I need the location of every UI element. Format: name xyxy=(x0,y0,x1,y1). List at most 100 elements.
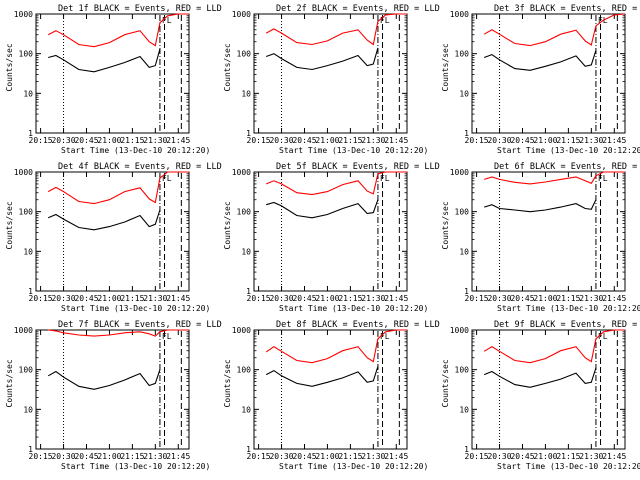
events-series-line xyxy=(266,199,379,219)
detector-panel: Det 3f BLACK = Events, RED = LLD Counts/s… xyxy=(441,4,640,155)
y-tick-label: 10 xyxy=(23,405,33,414)
lld-series-line xyxy=(483,13,626,47)
plot-frame xyxy=(471,329,626,450)
y-axis-label: Counts/sec xyxy=(223,359,232,407)
x-tick-label: 21:45 xyxy=(384,452,408,461)
panel-title: Det 7f BLACK = Events, RED = LLD xyxy=(58,320,222,330)
x-tick-label: 21:30 xyxy=(143,452,167,461)
y-tick-label: 1000 xyxy=(450,10,469,19)
plot-frame xyxy=(35,13,190,134)
x-tick-label: 21:30 xyxy=(579,294,603,303)
detector-panel: Det 1f BLACK = Events, RED = LLD Counts/s… xyxy=(5,4,222,155)
x-axis-label: Start Time (13-Dec-10 20:12:20) xyxy=(61,462,210,471)
x-tick-label: 20:45 xyxy=(292,136,316,145)
x-tick-label: 21:00 xyxy=(315,136,339,145)
x-tick-label: 21:45 xyxy=(166,294,190,303)
x-tick-label: 20:15 xyxy=(29,136,53,145)
events-series-line xyxy=(484,50,597,71)
x-tick-label: 21:30 xyxy=(361,136,385,145)
x-tick-label: 21:00 xyxy=(533,136,557,145)
y-tick-label: 10 xyxy=(241,247,251,256)
events-series-line xyxy=(483,367,597,388)
x-tick-label: 21:45 xyxy=(602,294,626,303)
y-axis-label: Counts/sec xyxy=(223,43,232,91)
x-tick-label: 21:00 xyxy=(97,136,121,145)
lld-series-line xyxy=(48,329,189,337)
y-tick-label: 1000 xyxy=(232,168,251,177)
x-tick-label: 20:30 xyxy=(269,452,293,461)
x-tick-label: 20:45 xyxy=(74,136,98,145)
panel-title: Det 4f BLACK = Events, RED = LLD xyxy=(58,162,222,172)
x-tick-label: 20:30 xyxy=(487,294,511,303)
plot-frame xyxy=(253,329,408,450)
x-axis-label: Start Time (13-Dec-10 20:12:20) xyxy=(279,304,428,313)
detector-panel: Det 6f BLACK = Events, RED = LLD Counts/s… xyxy=(441,162,640,313)
y-axis-label: Counts/sec xyxy=(441,201,450,249)
panel-title: Det 8f BLACK = Events, RED = LLD xyxy=(276,320,440,330)
x-tick-label: 21:45 xyxy=(384,294,408,303)
x-tick-label: 21:00 xyxy=(97,294,121,303)
y-tick-label: 1 xyxy=(28,129,33,138)
events-series-line xyxy=(47,369,161,390)
plot-frame xyxy=(35,329,190,450)
x-tick-label: 20:30 xyxy=(269,294,293,303)
detector-panel: Det 2f BLACK = Events, RED = LLD Counts/s… xyxy=(223,4,440,155)
x-tick-label: 21:00 xyxy=(533,294,557,303)
y-tick-label: 1000 xyxy=(14,326,33,335)
x-tick-label: 21:00 xyxy=(315,452,339,461)
x-tick-label: 21:15 xyxy=(338,136,362,145)
y-tick-label: 1000 xyxy=(232,10,251,19)
x-tick-label: 20:30 xyxy=(487,136,511,145)
lld-series-line xyxy=(47,171,189,205)
y-tick-label: 10 xyxy=(241,89,251,98)
x-tick-label: 20:30 xyxy=(51,452,75,461)
x-tick-label: 21:15 xyxy=(120,452,144,461)
lld-series-line xyxy=(265,329,407,364)
events-series-line xyxy=(484,199,597,213)
x-tick-label: 20:30 xyxy=(269,136,293,145)
events-series-line xyxy=(48,48,161,73)
x-axis-label: Start Time (13-Dec-10 20:12:20) xyxy=(497,462,640,471)
y-tick-label: 10 xyxy=(459,247,469,256)
panel-title: Det 1f BLACK = Events, RED = LLD xyxy=(58,4,222,14)
x-tick-label: 20:15 xyxy=(247,136,271,145)
x-tick-label: 20:15 xyxy=(465,452,489,461)
x-axis-label: Start Time (13-Dec-10 20:12:20) xyxy=(497,304,640,313)
detector-panel: Det 5f BLACK = Events, RED = LLD Counts/s… xyxy=(223,162,440,313)
y-tick-label: 100 xyxy=(19,366,34,375)
y-tick-label: 1000 xyxy=(232,326,251,335)
x-tick-label: 21:45 xyxy=(166,136,190,145)
x-tick-label: 21:15 xyxy=(556,294,580,303)
x-tick-label: 21:15 xyxy=(556,452,580,461)
x-tick-label: 20:45 xyxy=(510,136,534,145)
y-tick-label: 10 xyxy=(459,89,469,98)
x-tick-label: 20:45 xyxy=(74,294,98,303)
flare-label: FL xyxy=(162,332,172,341)
x-tick-label: 20:15 xyxy=(247,294,271,303)
x-tick-label: 21:15 xyxy=(338,452,362,461)
x-axis-label: Start Time (13-Dec-10 20:12:20) xyxy=(279,462,428,471)
x-tick-label: 20:15 xyxy=(465,136,489,145)
panel-title: Det 3f BLACK = Events, RED = LLD xyxy=(494,4,640,14)
y-axis-label: Counts/sec xyxy=(441,43,450,91)
lld-series-line xyxy=(484,171,625,185)
x-tick-label: 20:45 xyxy=(74,452,98,461)
y-tick-label: 100 xyxy=(237,50,252,59)
x-tick-label: 21:30 xyxy=(361,294,385,303)
panel-title: Det 6f BLACK = Events, RED = LLD xyxy=(494,162,640,172)
y-tick-label: 1 xyxy=(246,287,251,296)
x-tick-label: 21:15 xyxy=(556,136,580,145)
y-axis-label: Counts/sec xyxy=(5,359,14,407)
plot-frame xyxy=(253,13,408,134)
flare-label: FL xyxy=(162,16,172,25)
plot-frame xyxy=(471,13,626,134)
y-tick-label: 1 xyxy=(464,287,469,296)
events-series-line xyxy=(47,209,161,231)
x-tick-label: 21:45 xyxy=(166,452,190,461)
x-tick-label: 21:15 xyxy=(120,294,144,303)
y-tick-label: 10 xyxy=(459,405,469,414)
y-tick-label: 10 xyxy=(23,247,33,256)
detector-panel: Det 9f BLACK = Events, RED = LLD Counts/s… xyxy=(441,320,640,471)
x-tick-label: 21:15 xyxy=(338,294,362,303)
x-tick-label: 20:45 xyxy=(292,452,316,461)
